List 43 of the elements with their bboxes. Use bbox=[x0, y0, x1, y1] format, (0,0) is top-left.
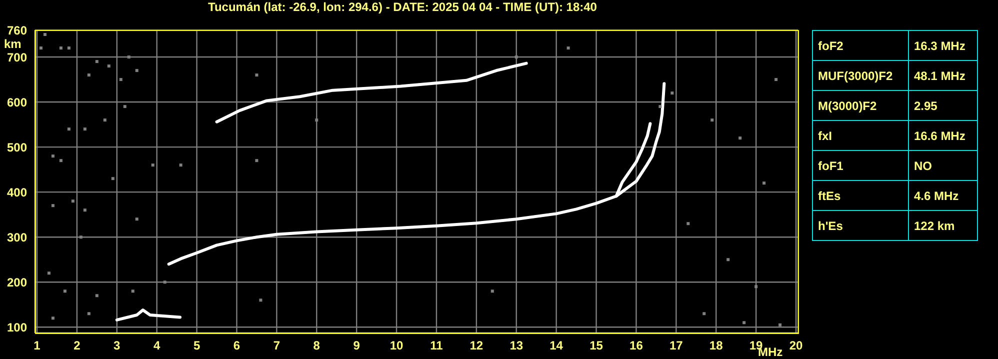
text: h'Es bbox=[812, 210, 908, 240]
x-tick-label: 1 bbox=[34, 338, 41, 353]
text: NO bbox=[908, 150, 978, 180]
x-tick-label: 6 bbox=[233, 338, 240, 353]
y-tick-label: 100 bbox=[6, 320, 28, 334]
text: MUF(3000)F2 bbox=[812, 60, 908, 90]
x-tick-label: 11 bbox=[430, 338, 444, 353]
x-tick-label: 16 bbox=[630, 338, 644, 353]
y-tick-label: 760 bbox=[6, 23, 28, 38]
text: foF1 bbox=[812, 150, 908, 180]
y-tick-label: 600 bbox=[6, 95, 28, 110]
x-tick-label: 14 bbox=[550, 338, 564, 353]
text: 16.6 MHz bbox=[908, 120, 978, 150]
y-axis-title: km bbox=[4, 37, 22, 51]
y-tick-label: 400 bbox=[6, 185, 28, 200]
x-tick-label: 5 bbox=[193, 338, 200, 353]
x-tick-label: 10 bbox=[390, 338, 404, 353]
x-tick-label: 13 bbox=[510, 338, 524, 353]
x-tick-label: 17 bbox=[669, 338, 684, 353]
y-tick-label: 200 bbox=[6, 275, 28, 290]
y-tick-label: 500 bbox=[6, 140, 28, 154]
chart-title: Tucumán (lat: -26.9, lon: 294.6) - DATE: 2025 04 04 - TIME (UT): 18:40 bbox=[207, 0, 598, 14]
x-tick-label: 15 bbox=[590, 338, 604, 353]
x-tick-label: 4 bbox=[153, 338, 160, 353]
x-tick-label: 20 bbox=[789, 338, 803, 353]
x-tick-label: 18 bbox=[709, 338, 724, 353]
text: 4.6 MHz bbox=[908, 180, 978, 210]
text: M(3000)F2 bbox=[812, 90, 908, 120]
text: 16.3 MHz bbox=[908, 30, 978, 60]
x-tick-label: 8 bbox=[313, 338, 320, 353]
x-tick-label: 2 bbox=[74, 338, 81, 353]
text: fxI bbox=[812, 120, 908, 150]
x-tick-label: 12 bbox=[470, 338, 484, 353]
text: 2.95 bbox=[908, 90, 978, 120]
y-tick-label: 300 bbox=[6, 230, 28, 244]
text: 48.1 MHz bbox=[908, 60, 978, 90]
x-tick-label: 9 bbox=[353, 338, 360, 353]
text: 122 km bbox=[908, 210, 978, 240]
x-tick-label: 7 bbox=[273, 338, 280, 353]
text: foF2 bbox=[812, 30, 908, 60]
y-tick-label: 700 bbox=[6, 50, 28, 64]
x-tick-label: 3 bbox=[114, 338, 121, 353]
text: ftEs bbox=[812, 180, 908, 210]
